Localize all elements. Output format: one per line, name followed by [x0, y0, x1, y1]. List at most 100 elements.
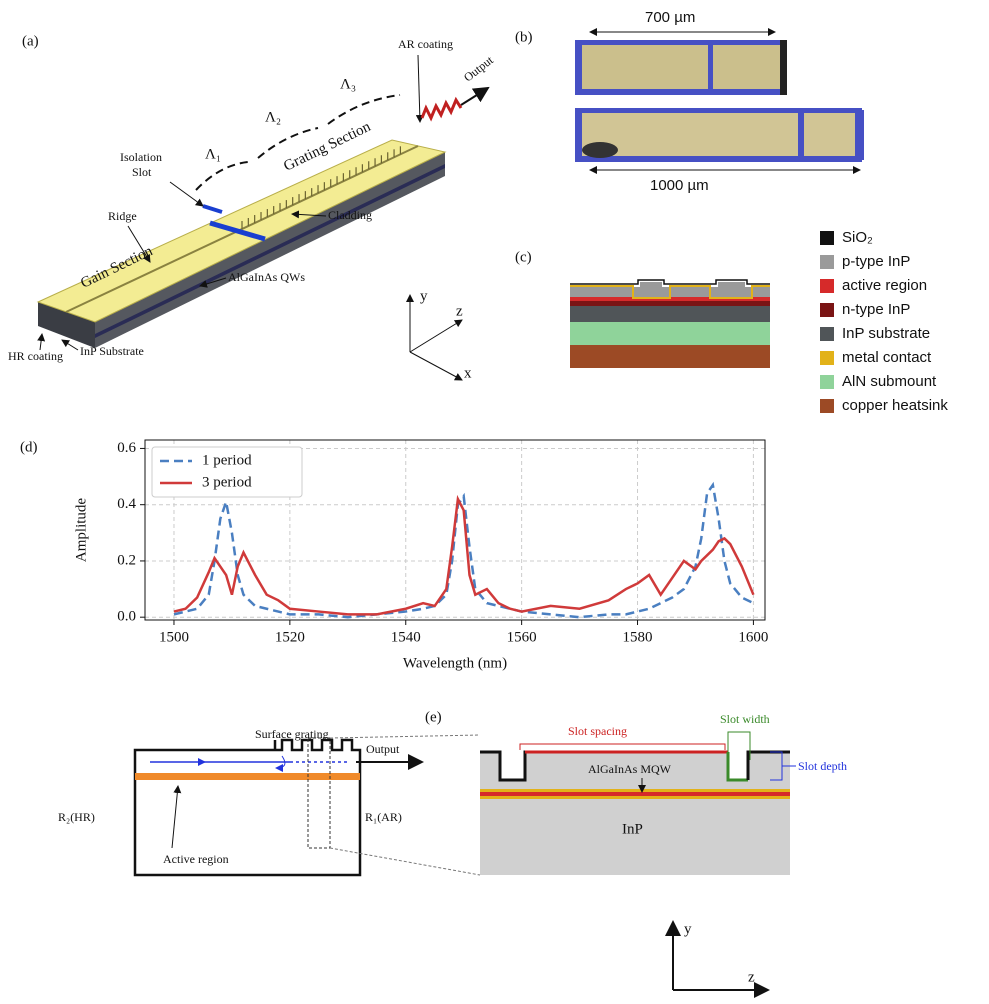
panel-d: (d) 1500 1520 1540 1560 1580 1600 0.0 0.2 0.4 0.6 W…	[20, 439, 768, 671]
y-tick-label: 0.2	[117, 552, 136, 568]
layer	[570, 345, 770, 368]
annotation: AlGaInAs QWs	[228, 270, 305, 284]
legend-label: AlN submount	[842, 373, 937, 390]
legend-swatch	[820, 375, 834, 389]
period-label: Λ₃	[340, 76, 356, 92]
legend-swatch	[820, 327, 834, 341]
layer	[480, 792, 790, 796]
y-axis-label: Amplitude	[73, 498, 89, 563]
annotation: AR coating	[398, 37, 453, 51]
annotation: Cladding	[328, 208, 372, 222]
annotation: Ridge	[108, 209, 137, 223]
annotation: R₂(HR)	[58, 810, 95, 824]
panel-label: (d)	[20, 439, 38, 455]
zoom-box	[308, 738, 330, 848]
arrow	[461, 88, 488, 105]
arrow	[170, 182, 203, 206]
zoom-line	[330, 848, 480, 875]
x-tick-label: 1560	[507, 629, 537, 645]
legend-label: p-type InP	[842, 253, 910, 270]
legend-label: active region	[842, 277, 927, 294]
legend-label: 3 period	[202, 474, 252, 490]
period-label: Λ₁	[205, 146, 221, 162]
annotation: Slot	[132, 165, 152, 179]
panel-c: (c) SiO₂ p-type InP active region n-type In…	[515, 229, 948, 414]
panel-b: (b) 700 µm 1000 µm	[515, 9, 864, 194]
annotation: Surface grating	[255, 727, 329, 741]
slot	[500, 752, 525, 780]
axis-label: z	[456, 303, 463, 319]
legend-label: InP substrate	[842, 325, 930, 342]
layer	[480, 796, 790, 799]
chip-image	[798, 110, 804, 160]
legend-swatch	[820, 351, 834, 365]
axis-label: y	[684, 921, 692, 937]
annotation: Output	[461, 53, 496, 85]
axis-label: x	[464, 365, 472, 381]
legend-label: 1 period	[202, 452, 252, 468]
x-tick-label: 1520	[275, 629, 305, 645]
dimension-label: 700 µm	[645, 9, 695, 26]
chip-image	[582, 142, 618, 158]
annotation: Output	[366, 742, 400, 756]
panel-label: (b)	[515, 29, 533, 45]
axis-label: y	[420, 288, 428, 304]
annotation: Active region	[163, 852, 229, 866]
dimension-label: 1000 µm	[650, 177, 709, 194]
annotation: R₁(AR)	[365, 810, 402, 824]
y-tick-label: 0.6	[117, 440, 136, 456]
y-tick-label: 0.4	[117, 496, 136, 512]
layer	[570, 306, 770, 322]
x-axis-label: Wavelength (nm)	[403, 655, 507, 671]
period-label: Λ₂	[265, 109, 281, 125]
cross-section	[570, 280, 770, 368]
annotation: Slot spacing	[568, 724, 627, 738]
annotation: Slot width	[720, 712, 770, 726]
arrow	[40, 334, 42, 350]
panel-e: (e) Surface grating Output R₂(HR) R₁(AR)…	[58, 709, 847, 990]
chip-image	[582, 45, 780, 89]
panel-a: (a) Λ₁ Λ₂ Λ₃ AR coating Output Isolation…	[8, 33, 496, 381]
axis-arrow	[410, 320, 462, 352]
legend-swatch	[820, 279, 834, 293]
x-tick-label: 1600	[738, 629, 768, 645]
isolation-slot	[203, 206, 222, 212]
legend-swatch	[820, 399, 834, 413]
slot	[728, 752, 748, 780]
axis-label: z	[748, 969, 755, 985]
legend-swatch	[820, 255, 834, 269]
period-brace	[196, 162, 248, 190]
annotation: AlGaInAs MQW	[588, 762, 672, 776]
legend-label: SiO₂	[842, 229, 873, 246]
bracket	[520, 744, 725, 750]
chip-image	[858, 110, 864, 160]
figure: (a) Λ₁ Λ₂ Λ₃ AR coating Output Isolation…	[0, 0, 989, 1004]
layer	[570, 301, 770, 306]
annotation: Slot depth	[798, 759, 847, 773]
legend-swatch	[820, 231, 834, 245]
arrow	[62, 340, 78, 350]
annotation: Isolation	[120, 150, 162, 164]
legend-label: metal contact	[842, 349, 932, 366]
output-wave	[422, 100, 461, 118]
x-tick-label: 1540	[391, 629, 421, 645]
x-tick-label: 1500	[159, 629, 189, 645]
axis-arrow	[410, 352, 462, 380]
annotation: HR coating	[8, 349, 63, 363]
panel-label: (a)	[22, 33, 39, 49]
panel-label: (c)	[515, 249, 532, 265]
chip-image	[780, 40, 787, 95]
x-tick-label: 1580	[623, 629, 653, 645]
legend-label: n-type InP	[842, 301, 910, 318]
chip-image	[582, 113, 855, 156]
layer	[570, 322, 770, 345]
annotation: InP Substrate	[80, 344, 144, 358]
layer	[480, 789, 790, 792]
legend: SiO₂ p-type InP active region n-type InP InP…	[820, 229, 948, 414]
panel-label: (e)	[425, 709, 442, 725]
chip-image	[708, 42, 713, 92]
arrow	[172, 786, 178, 848]
legend-label: copper heatsink	[842, 397, 948, 414]
active-layer	[135, 773, 360, 780]
y-tick-label: 0.0	[117, 609, 136, 625]
